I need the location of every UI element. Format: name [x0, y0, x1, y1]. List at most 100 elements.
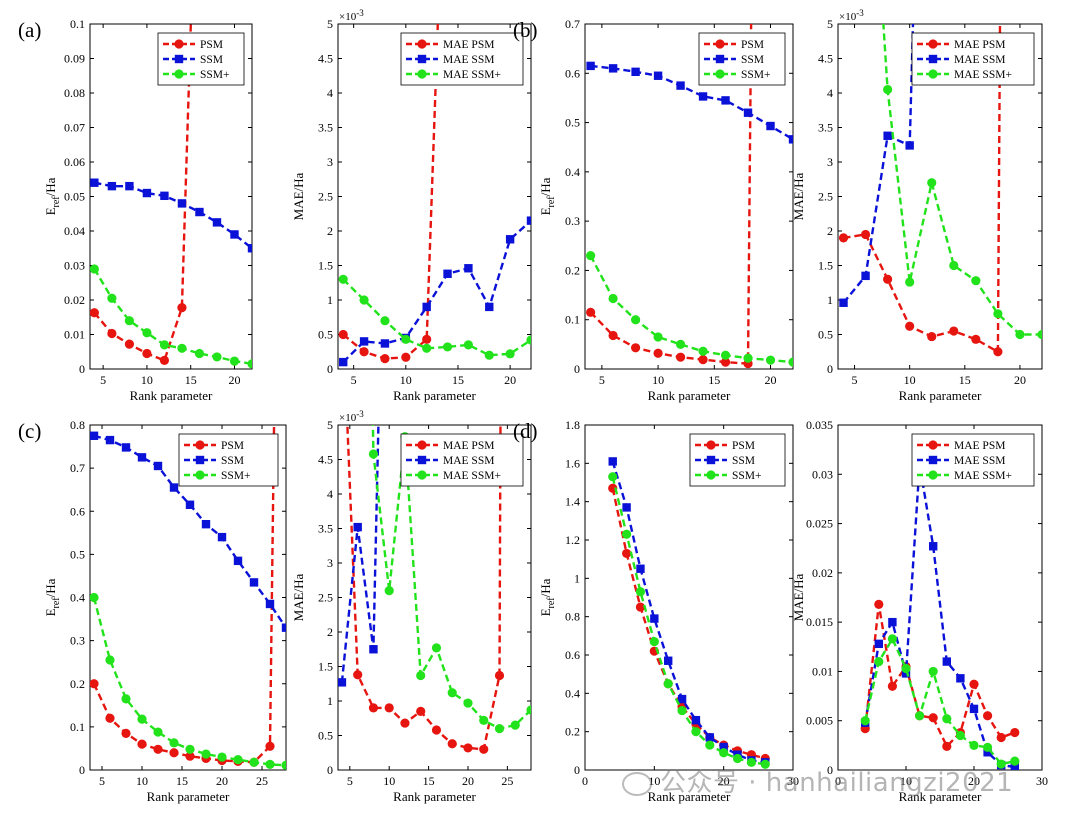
y-tick-label: 0.5: [565, 116, 580, 130]
x-tick-label: 5: [100, 373, 106, 387]
data-point-ssm: [691, 715, 701, 725]
legend-marker: [174, 69, 184, 79]
series-line-psm: [346, 425, 502, 751]
chart-panel-5: 5 10 15 20 25 0 0.1 0.2 0.3 0.4 0.5 0.6 0.7 0.8 Rank p…: [18, 418, 287, 804]
chart-panel-4: 5 10 15 20 0 0.5 1 1.5 2 2.5 3 3.5 4 4.5 5 Rank paramet…: [791, 8, 1043, 403]
chart-panel-3: 5 10 15 20 0 0.1 0.2 0.3 0.4 0.5 0.6 0.7 Rank parame…: [513, 17, 794, 403]
data-point-ssm: [464, 264, 473, 273]
data-point-psm: [635, 602, 646, 612]
y-tick-label: 0: [827, 362, 833, 376]
data-point-ssm: [586, 61, 595, 71]
legend-marker: [715, 69, 725, 79]
data-point-ssm-plus: [479, 715, 489, 725]
y-tick-label: 3: [327, 155, 333, 169]
y-tick-label: 0.5: [70, 547, 85, 561]
legend: MAE PSM MAE SSM MAE SSM+: [400, 32, 524, 86]
data-point-ssm-plus: [121, 694, 131, 704]
data-point-ssm: [526, 216, 531, 225]
data-point-ssm-plus: [177, 343, 187, 353]
x-tick-label: 30: [1036, 774, 1048, 788]
y-tick-label: 1.5: [818, 259, 833, 273]
data-point-ssm: [247, 244, 252, 253]
data-point-ssm-plus: [422, 343, 432, 353]
x-tick-label: 5: [99, 774, 105, 788]
y-tick-label: 0: [79, 763, 85, 777]
y-tick-label: 0.5: [318, 729, 333, 743]
wechat-icon: [622, 771, 652, 796]
data-point-psm: [860, 229, 871, 240]
data-point-ssm-plus: [380, 316, 390, 326]
legend-marker: [417, 39, 427, 49]
data-point-ssm: [677, 694, 687, 704]
data-point-ssm-plus: [401, 334, 411, 344]
data-point-ssm-plus: [630, 315, 641, 325]
legend-label: SSM: [221, 455, 244, 467]
legend-marker: [706, 470, 716, 480]
y-axis-label: Eref/Ha: [43, 177, 62, 215]
data-point-ssm-plus: [463, 698, 473, 708]
series-layer: [338, 24, 531, 367]
series-line-ssm-plus: [93, 268, 252, 365]
data-point-psm: [949, 326, 959, 336]
legend-label: MAE SSM+: [443, 470, 501, 482]
data-point-ssm-plus: [212, 352, 222, 362]
x-tick-label: 15: [452, 373, 464, 387]
data-point-ssm: [888, 617, 897, 627]
data-point-ssm-plus: [1010, 756, 1020, 766]
data-point-ssm-plus: [719, 748, 729, 758]
legend: MAE PSM MAE SSM MAE SSM+: [400, 433, 524, 487]
data-point-psm: [622, 548, 632, 559]
series-layer: [338, 425, 531, 754]
data-point-ssm: [608, 64, 618, 73]
legend-label: MAE SSM: [954, 455, 1005, 467]
y-tick-label: 5: [327, 418, 333, 432]
legend-marker: [928, 69, 938, 79]
y-tick-label: 0.02: [64, 293, 85, 307]
legend-marker: [706, 440, 716, 450]
y-tick-label: 3.5: [318, 522, 333, 536]
data-point-ssm-plus: [124, 316, 135, 326]
data-point-ssm: [185, 500, 195, 509]
data-point-psm: [586, 307, 596, 317]
data-point-ssm-plus: [915, 711, 925, 721]
data-point-ssm: [142, 188, 152, 198]
x-tick-label: 15: [185, 373, 197, 387]
y-tick-label: 4: [327, 86, 333, 100]
data-point-ssm-plus: [153, 727, 163, 737]
y-tick-label: 2.5: [318, 591, 333, 605]
x-axis-label: Rank parameter: [899, 388, 982, 403]
y-axis-label: Eref/Ha: [43, 578, 62, 616]
y-tick-label: 0.6: [565, 648, 580, 662]
y-tick-label: 0.08: [64, 86, 85, 100]
data-point-ssm-plus: [384, 586, 394, 596]
data-point-ssm: [90, 178, 99, 187]
data-point-ssm-plus: [765, 355, 776, 365]
y-tick-label: 0.015: [806, 615, 833, 629]
data-point-psm: [928, 713, 938, 723]
data-point-ssm: [676, 81, 685, 90]
y-tick-label: 0.2: [565, 263, 580, 277]
legend-marker: [928, 455, 938, 465]
data-point-ssm-plus: [720, 350, 731, 360]
data-point-ssm-plus: [526, 335, 531, 345]
data-point-psm: [927, 331, 937, 342]
legend-label: SSM: [200, 54, 223, 66]
data-point-ssm-plus: [431, 643, 442, 653]
data-point-psm: [838, 233, 849, 243]
y-tick-label: 0: [327, 362, 333, 376]
data-point-psm: [942, 741, 952, 751]
data-point-psm: [121, 728, 131, 738]
legend-label: MAE SSM+: [954, 69, 1012, 81]
data-point-psm: [883, 274, 893, 284]
y-tick-label: 3: [327, 556, 333, 570]
data-point-ssm: [505, 235, 515, 244]
data-point-psm: [359, 347, 369, 357]
y-tick-label: 4.5: [318, 52, 333, 66]
legend-marker: [195, 470, 205, 480]
panel-label: (b): [513, 18, 538, 42]
data-point-ssm: [107, 181, 117, 191]
y-tick-label: 0.6: [565, 66, 580, 80]
y-tick-label: 4: [327, 487, 333, 501]
legend-label: SSM: [732, 455, 755, 467]
